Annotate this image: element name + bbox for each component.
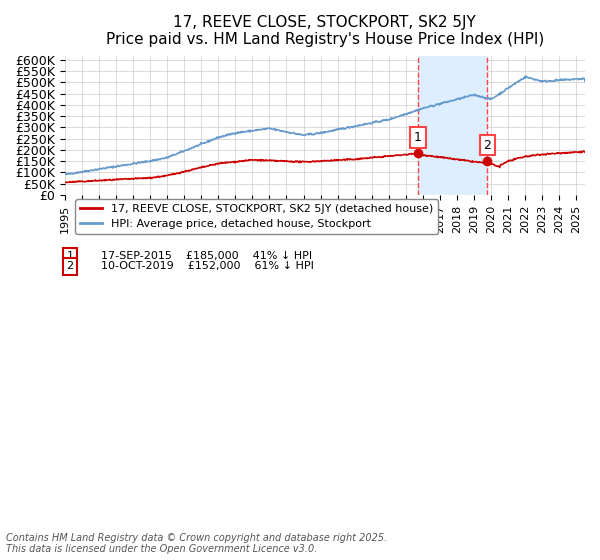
Legend: 17, REEVE CLOSE, STOCKPORT, SK2 5JY (detached house), HPI: Average price, detach: 17, REEVE CLOSE, STOCKPORT, SK2 5JY (det… bbox=[76, 199, 438, 234]
Text: 10-OCT-2019    £152,000    61% ↓ HPI: 10-OCT-2019 £152,000 61% ↓ HPI bbox=[101, 262, 314, 272]
Text: 1: 1 bbox=[414, 131, 422, 144]
Text: 2: 2 bbox=[484, 139, 491, 152]
Text: 2: 2 bbox=[67, 262, 73, 272]
Title: 17, REEVE CLOSE, STOCKPORT, SK2 5JY
Price paid vs. HM Land Registry's House Pric: 17, REEVE CLOSE, STOCKPORT, SK2 5JY Pric… bbox=[106, 15, 544, 48]
Bar bbox=[418, 55, 487, 195]
Text: 1: 1 bbox=[67, 251, 73, 261]
Text: Contains HM Land Registry data © Crown copyright and database right 2025.
This d: Contains HM Land Registry data © Crown c… bbox=[6, 533, 387, 554]
Text: 17-SEP-2015    £185,000    41% ↓ HPI: 17-SEP-2015 £185,000 41% ↓ HPI bbox=[101, 251, 312, 261]
